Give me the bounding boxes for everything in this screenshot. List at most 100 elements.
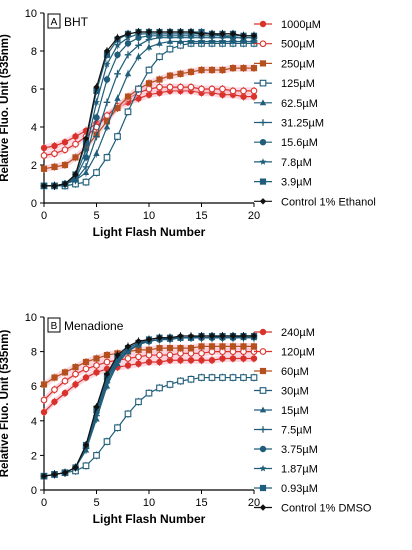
- data-point: [114, 51, 121, 58]
- data-point: [114, 70, 121, 78]
- legend-label: 120µM: [281, 347, 315, 359]
- data-point: [93, 355, 100, 362]
- data-point: [177, 345, 184, 352]
- data-point: [229, 343, 237, 350]
- data-point: [82, 462, 90, 470]
- data-point: [177, 377, 184, 385]
- x-tick-label: 5: [93, 497, 99, 509]
- data-point: [219, 374, 226, 381]
- data-point: [250, 32, 258, 39]
- y-tick-label: 8: [31, 347, 37, 359]
- data-point: [145, 28, 153, 36]
- legend-marker: [259, 99, 267, 106]
- data-point: [40, 165, 48, 172]
- data-point: [135, 353, 142, 361]
- data-point: [219, 85, 226, 93]
- data-point: [61, 138, 69, 146]
- data-point: [61, 180, 69, 188]
- legend-item: 7.5µM: [254, 425, 312, 437]
- legend-item: 15µM: [254, 405, 309, 417]
- legend-marker: [259, 328, 267, 336]
- series-10: [40, 28, 258, 190]
- series-line: [44, 31, 254, 187]
- series-line: [44, 37, 254, 187]
- data-point: [145, 389, 153, 397]
- legend-marker: [259, 40, 267, 48]
- legend-item: 7.8µM: [254, 157, 312, 169]
- legend-marker: [259, 504, 267, 511]
- series-5: [40, 37, 258, 190]
- data-point: [156, 345, 163, 352]
- legend-marker: [259, 406, 267, 413]
- data-point: [187, 357, 195, 364]
- data-point: [103, 154, 111, 161]
- data-point: [177, 332, 184, 340]
- data-point: [124, 108, 132, 116]
- data-point: [51, 150, 58, 157]
- data-point: [229, 355, 237, 362]
- legend-item: 1000µM: [254, 19, 321, 31]
- data-point: [72, 370, 79, 378]
- data-point: [177, 357, 184, 364]
- data-point: [72, 171, 79, 178]
- data-point: [93, 362, 100, 369]
- y-tick-label: 6: [31, 381, 37, 393]
- legend-label: 7.8µM: [281, 157, 312, 169]
- series-7: [40, 31, 258, 190]
- legend-marker: [259, 445, 267, 453]
- data-point: [145, 43, 153, 50]
- legend-label: 240µM: [281, 327, 315, 339]
- legend-item: 0.93µM: [254, 483, 318, 495]
- data-point: [156, 40, 163, 46]
- data-point: [114, 41, 121, 49]
- data-point: [72, 133, 79, 140]
- legend-label: 30µM: [281, 386, 309, 398]
- data-point: [93, 452, 100, 459]
- data-point: [250, 343, 258, 350]
- panel-letter-box: [47, 13, 61, 29]
- data-point: [82, 365, 90, 373]
- series-3: [40, 64, 258, 173]
- data-point: [240, 355, 247, 362]
- legend-item: 60µM: [254, 366, 309, 378]
- data-point: [198, 349, 205, 357]
- legend-marker: [259, 387, 267, 394]
- data-point: [82, 135, 90, 142]
- data-point: [93, 83, 100, 91]
- data-point: [240, 87, 247, 95]
- data-point: [187, 375, 195, 383]
- data-point: [166, 381, 174, 388]
- data-point: [219, 343, 226, 350]
- legend-item: 120µM: [254, 347, 315, 359]
- data-point: [135, 28, 142, 36]
- data-point: [114, 351, 121, 359]
- legend-label: 31.25µM: [281, 118, 324, 130]
- x-tick-label: 5: [93, 210, 99, 222]
- data-point: [103, 60, 111, 68]
- data-point: [229, 87, 237, 95]
- data-point: [208, 66, 216, 74]
- data-point: [250, 87, 258, 95]
- panel-title: BHT: [64, 15, 89, 29]
- data-point: [250, 355, 258, 362]
- data-point: [61, 469, 69, 476]
- data-point: [219, 332, 226, 340]
- legend-marker: [259, 79, 267, 87]
- data-point: [219, 355, 226, 362]
- data-point: [198, 374, 205, 381]
- data-point: [93, 98, 100, 106]
- data-point: [40, 182, 48, 190]
- data-point: [177, 83, 184, 91]
- x-tick-label: 20: [248, 497, 260, 509]
- data-point: [72, 154, 79, 161]
- legend-item: Control 1% DMSO: [254, 503, 372, 515]
- data-point: [114, 424, 121, 432]
- y-tick-label: 4: [31, 122, 37, 134]
- data-point: [103, 438, 111, 445]
- data-point: [103, 370, 111, 378]
- data-point: [208, 374, 216, 381]
- data-point: [135, 398, 142, 406]
- x-tick-label: 10: [143, 497, 155, 509]
- x-tick-label: 15: [195, 210, 207, 222]
- data-point: [51, 182, 58, 190]
